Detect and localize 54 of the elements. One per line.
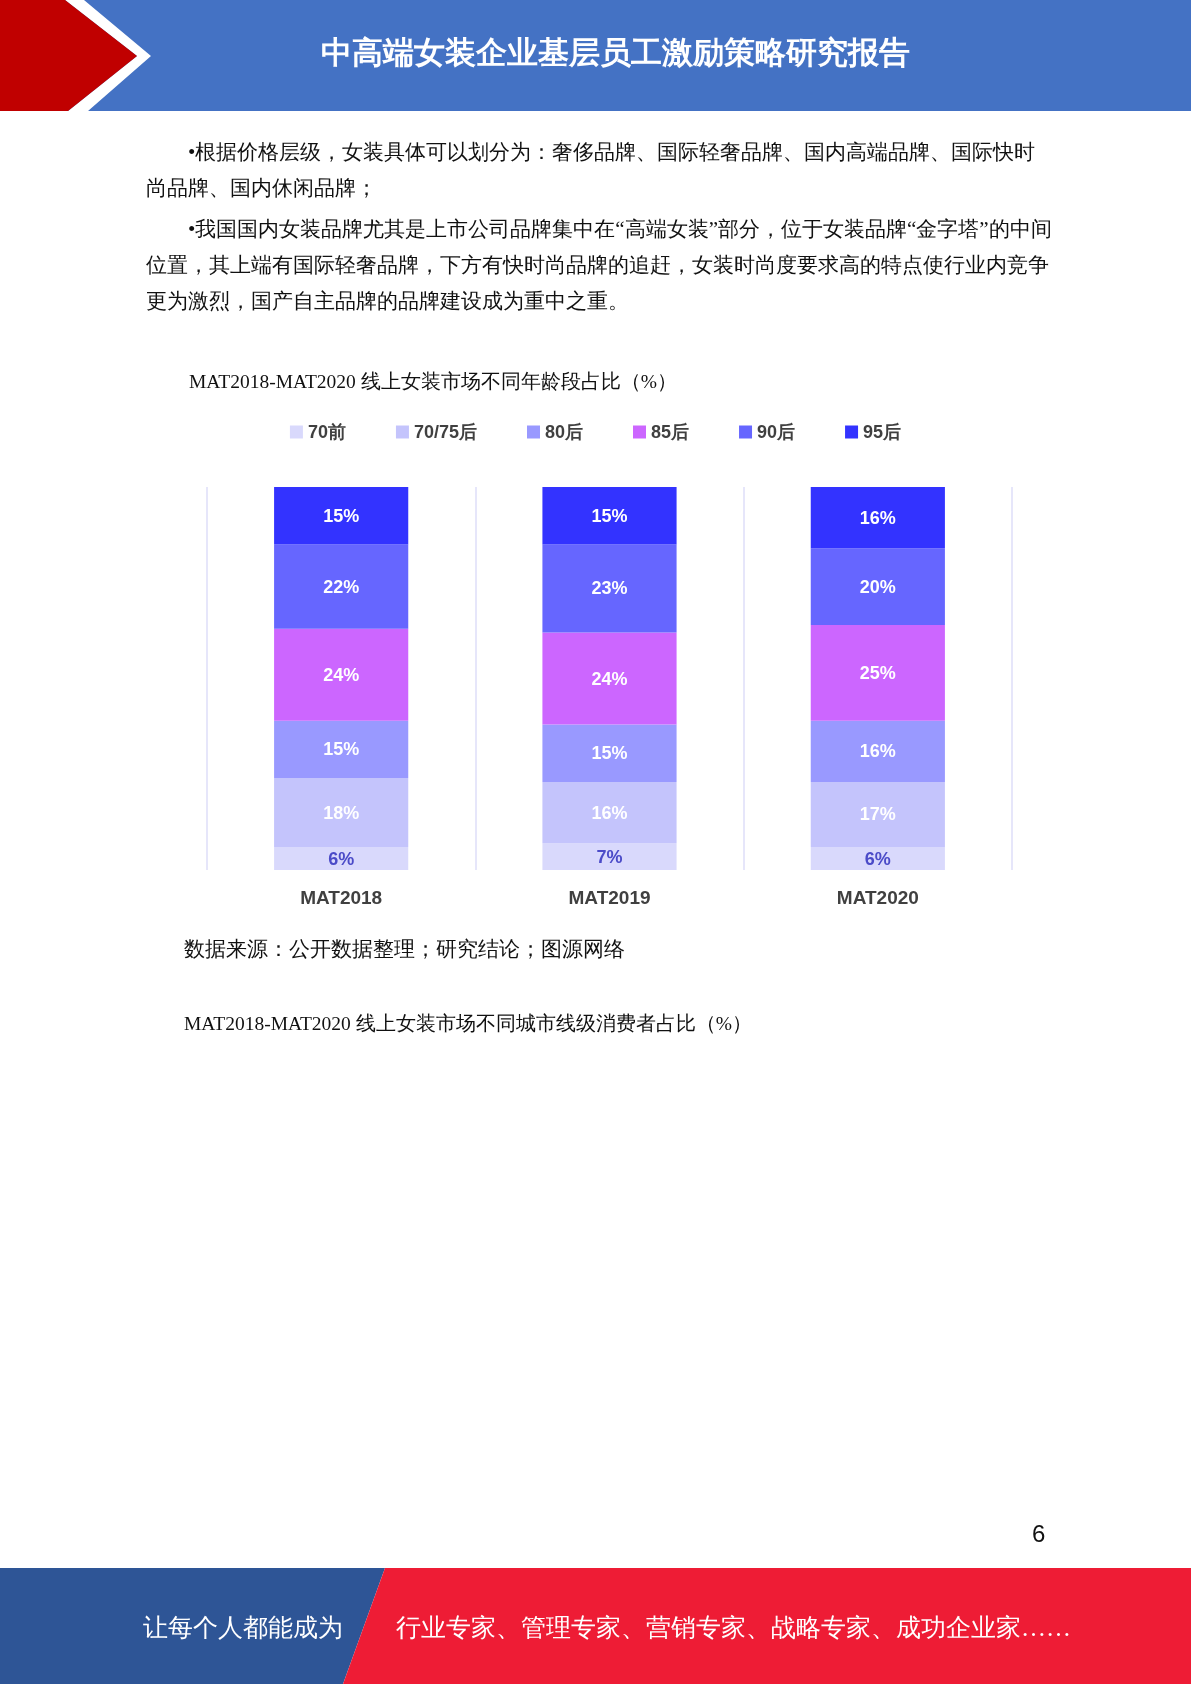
x-tick-label: MAT2019 [568,887,651,908]
data-label: 7% [596,846,623,867]
data-label: 16% [591,802,628,823]
bar [274,778,409,848]
bar [542,724,677,782]
bar [542,843,677,870]
legend-label: 80后 [544,422,584,442]
data-label: 24% [323,664,360,685]
legend-label: 70/75后 [413,422,477,442]
text: 中高端女装企业基层员工激励策略研究报告 [319,35,911,70]
bar [810,548,945,625]
bar [274,720,409,779]
data-label: 18% [323,802,360,823]
bar [542,544,677,633]
legend-label: 95后 [863,422,902,442]
text: 行业专家、管理专家、营销专家、战略专家、成功企业家…… [396,1613,1071,1643]
data-label: 17% [859,804,896,825]
bar [810,720,945,782]
data-label: 15% [591,743,628,764]
chart-title: MAT2018-MAT2020 线上女装市场不同年龄段占比（%） [189,370,677,392]
text: 6 [1032,1519,1046,1549]
x-tick-label: MAT2018 [300,887,383,908]
legend-label: 70前 [307,422,346,442]
bar [542,781,677,844]
text: •根据价格层级，女装具体可以划分为：奢侈品牌、国际轻奢品牌、国内高端品牌、国际快时尚品牌、国内休闲品牌； [146,139,1037,202]
bar [810,487,945,549]
data-label: 16% [859,507,896,528]
bar [274,628,409,721]
legend-label: 85后 [651,422,690,442]
data-label: 15% [323,505,360,526]
data-label: 6% [328,848,355,869]
bar [274,847,409,870]
text: •我国国内女装品牌尤其是上市公司品牌集中在“高端女装”部分，位于女装品牌“金字塔”的中间位置，其上端有国际轻奢品牌，下方有快时尚品牌的追赶，女装时尚度要求高的特点使行业内竞争更为激烈，国产自主品牌的品牌建设成为重中之重。 [146,216,1053,315]
bar [274,544,409,629]
data-label: 24% [591,668,628,689]
bar [810,847,945,870]
data-label: 15% [591,505,628,526]
x-tick-label: MAT2020 [836,887,919,908]
data-label: 16% [859,741,896,762]
bar [542,632,677,725]
text: 让每个人都能成为 [143,1613,343,1643]
source-note: 数据来源：公开数据整理；研究结论；图源网络 [184,936,625,962]
data-label: 23% [591,578,628,599]
bar [274,487,409,545]
bar [810,624,945,721]
data-label: 22% [323,576,360,597]
data-label: 6% [864,848,891,869]
data-label: 25% [859,662,896,683]
data-label: 20% [859,576,896,597]
text: MAT2018-MAT2020 线上女装市场不同城市线级消费者占比（%） [184,1012,752,1036]
bar [542,487,677,545]
data-label: 15% [323,739,360,760]
bar [810,781,945,848]
legend-label: 90后 [757,422,796,442]
